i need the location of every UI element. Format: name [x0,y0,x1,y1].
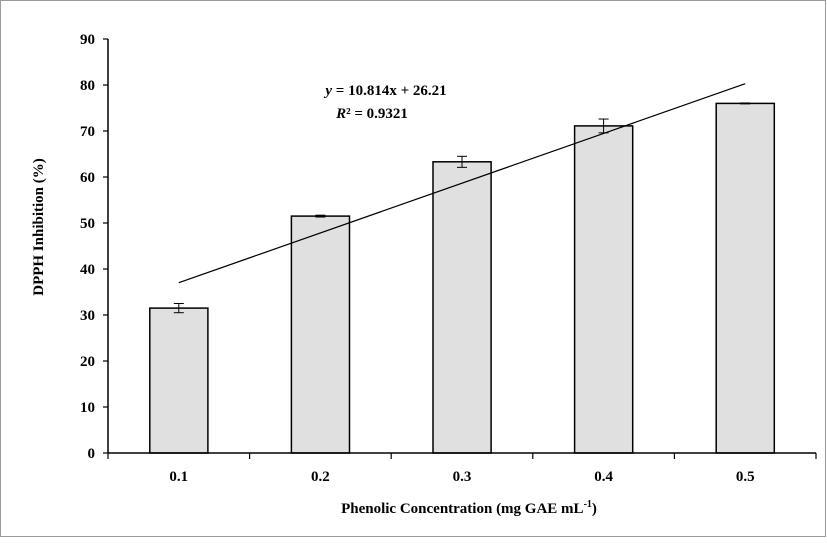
axes-layer [103,38,817,459]
trendline-r2-rest: ² = 0.9321 [346,106,408,122]
y-axis-title: DPPH Inhibition (%) [31,158,47,296]
y-tick-label-50: 50 [80,216,95,232]
trendline-r2-var: R [335,106,346,122]
x-tick-label-0.1: 0.1 [169,469,188,485]
error-bar-0.1 [173,303,184,314]
trendline-equation: y = 10.814x + 26.21 [323,83,446,99]
y-tick-label-0: 0 [88,446,96,462]
x-tick-label-0.5: 0.5 [736,469,755,485]
x-axis-title-main: Phenolic Concentration (mg GAE mL [341,501,583,517]
y-tick-label-60: 60 [80,170,95,186]
y-tick-label-80: 80 [80,78,95,94]
bar-0.2 [290,215,351,454]
x-tick-label-0.4: 0.4 [594,469,613,485]
error-bar-0.3 [457,155,467,168]
y-tick-label-20: 20 [80,354,95,370]
trendline-equation-rest: = 10.814x + 26.21 [332,83,447,99]
trendline-r-squared: R² = 0.9321 [335,106,408,122]
y-tick-label-30: 30 [80,308,95,324]
x-axis-title-close: ) [592,501,597,517]
x-tick-label-0.3: 0.3 [453,469,472,485]
labels-layer: 0 10 20 30 40 50 60 70 80 90 0.1 0.2 0.3 0.4 0.5 [80,32,755,485]
trendline-layer [178,83,746,284]
y-tick-label-40: 40 [80,262,95,278]
bar-0.1 [149,307,209,454]
error-bar-0.2 [315,214,326,218]
x-tick-label-0.2: 0.2 [311,469,330,485]
bar-0.3 [432,161,492,454]
y-tick-label-70: 70 [80,124,95,140]
x-axis-title: Phenolic Concentration (mg GAE mL-1) [341,499,597,517]
trendline-equation-var: y [323,83,332,99]
y-tick-label-10: 10 [80,400,95,416]
y-tick-label-90: 90 [80,32,95,48]
bar-0.5 [715,102,776,454]
bar-0.4 [573,125,634,454]
x-axis-title-superscript: -1 [584,499,592,510]
error-bar-0.5 [740,102,751,105]
trendline [178,83,746,284]
